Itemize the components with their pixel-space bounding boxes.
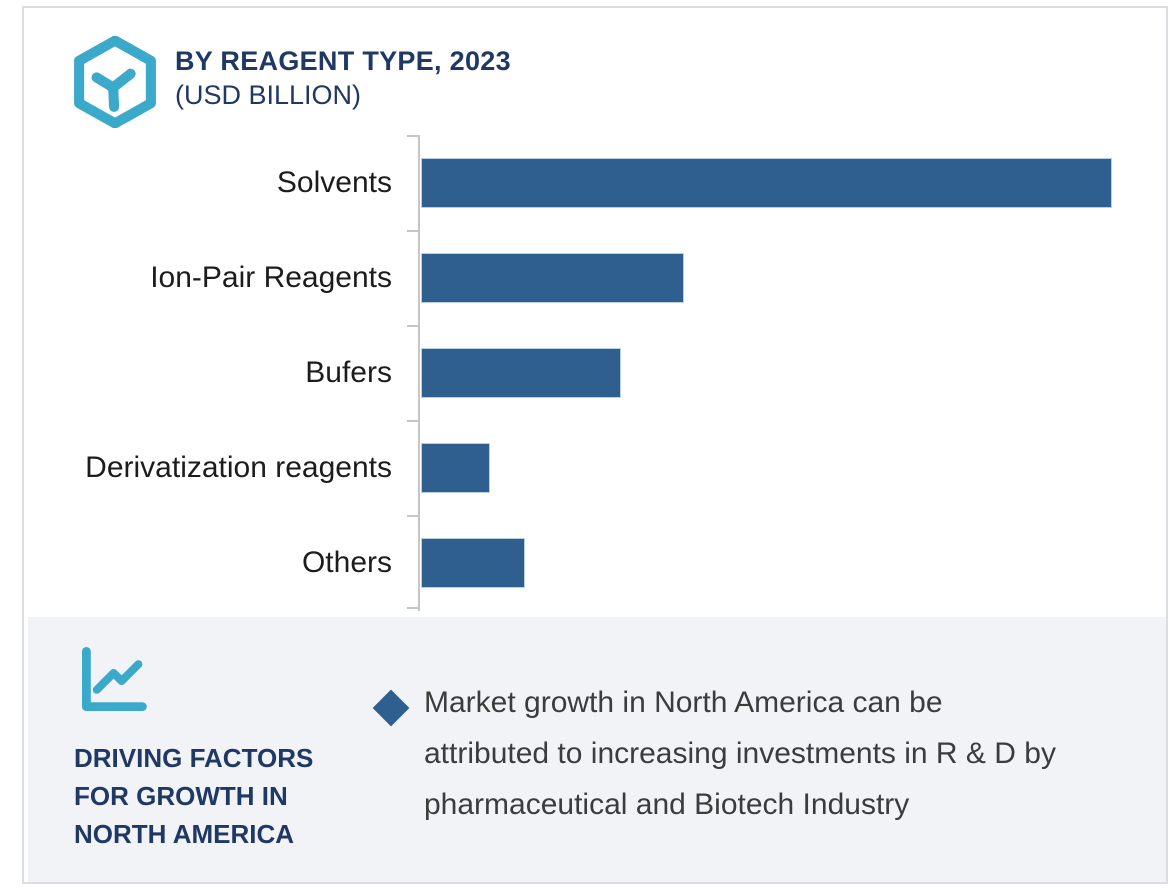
- chart-title: BY REAGENT TYPE, 2023 (USD BILLION): [175, 44, 511, 112]
- line-chart-icon: [82, 647, 147, 711]
- chart-row: Bufers: [24, 325, 1165, 420]
- axis-tick: [407, 230, 419, 232]
- category-label: Ion-Pair Reagents: [150, 260, 392, 294]
- category-label: Solvents: [276, 165, 392, 199]
- chart-title-line2: (USD BILLION): [175, 80, 362, 110]
- category-label: Derivatization reagents: [85, 450, 392, 484]
- bar-solvents: [421, 157, 1112, 208]
- chart-row: Derivatization reagents: [24, 420, 1165, 515]
- diamond-bullet-icon: [372, 689, 410, 727]
- bar-others: [421, 537, 525, 588]
- hexagon-y-logo-icon: [74, 36, 156, 128]
- axis-tick: [407, 515, 419, 517]
- bar-derivatization-reagents: [421, 442, 490, 493]
- chart-title-line1: BY REAGENT TYPE, 2023: [175, 46, 511, 76]
- bar-chart: Solvents Ion-Pair Reagents Bufers Derivatiz…: [24, 135, 1165, 611]
- chart-row: Others: [24, 515, 1165, 610]
- axis-tick: [407, 135, 419, 137]
- axis-tick: [407, 420, 419, 422]
- category-label: Bufers: [305, 355, 392, 389]
- chart-card: BY REAGENT TYPE, 2023 (USD BILLION) Solv…: [22, 6, 1168, 884]
- chart-row: Ion-Pair Reagents: [24, 230, 1165, 325]
- driving-factors-heading: DRIVING FACTORS FOR GROWTH IN NORTH AMER…: [74, 743, 314, 849]
- bullet-text: Market growth in North America can be at…: [424, 686, 1056, 821]
- axis-tick: [407, 325, 419, 327]
- category-axis-line: [418, 135, 420, 611]
- driving-factors-panel: DRIVING FACTORS FOR GROWTH IN NORTH AMER…: [28, 617, 1166, 882]
- bar-ion-pair-reagents: [421, 252, 684, 303]
- axis-tick: [407, 607, 419, 609]
- category-label: Others: [301, 545, 392, 579]
- chart-row: Solvents: [24, 135, 1165, 230]
- bar-bufers: [421, 347, 621, 398]
